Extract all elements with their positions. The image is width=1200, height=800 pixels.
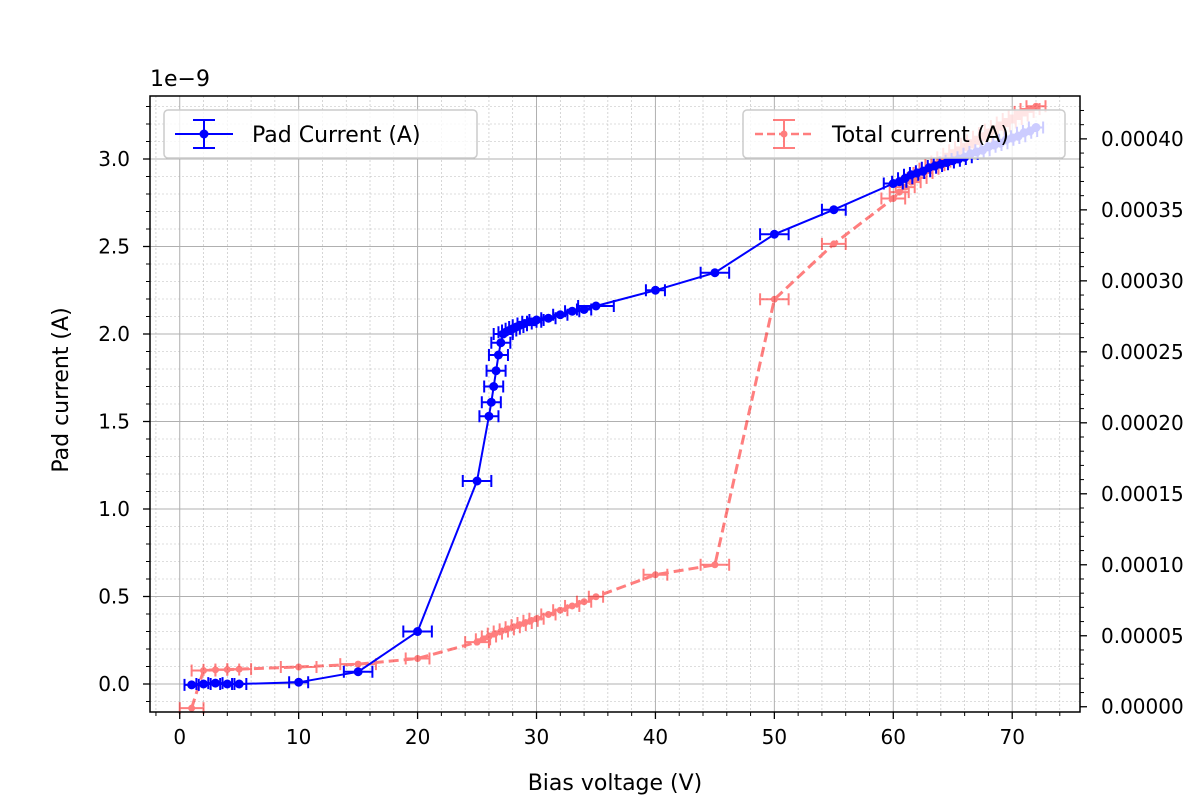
- data-point: [413, 627, 423, 636]
- data-point: [889, 195, 897, 203]
- x-tick-label: 20: [405, 725, 430, 749]
- data-point: [769, 229, 779, 239]
- data-point: [486, 397, 496, 407]
- data-point: [235, 665, 243, 673]
- data-point: [496, 338, 506, 348]
- data-point: [532, 315, 542, 325]
- data-point: [580, 598, 588, 606]
- data-point: [830, 240, 838, 248]
- y2-tick-label: 0.00015: [1101, 482, 1184, 506]
- data-point: [354, 660, 362, 668]
- data-point: [199, 679, 209, 689]
- y-offset-label: 1e−9: [150, 67, 210, 92]
- legend-pad-current-label: Pad Current (A): [252, 123, 421, 148]
- x-tick-label: 60: [881, 725, 906, 749]
- y2-tick-label: 0.00035: [1101, 198, 1184, 222]
- series-pad-current: [183, 121, 1045, 691]
- data-point: [187, 680, 197, 690]
- data-point: [710, 268, 720, 278]
- y-tick-label: 3.0: [98, 147, 130, 171]
- y2-tick-label: 0.00010: [1101, 553, 1184, 577]
- data-point: [295, 663, 303, 671]
- data-point: [533, 615, 541, 623]
- y-tick-label: 2.5: [98, 235, 130, 259]
- x-axis-label: Bias voltage (V): [528, 771, 703, 796]
- data-point: [567, 306, 577, 316]
- legend-total-current: Total current (A): [742, 109, 1066, 159]
- data-point: [188, 704, 196, 712]
- data-point: [650, 285, 660, 295]
- x-tick-label: 50: [762, 725, 787, 749]
- y-tick-label: 0.0: [98, 672, 130, 696]
- data-point: [579, 305, 589, 314]
- x-tick-label: 10: [286, 725, 311, 749]
- minor-grid: [150, 96, 1080, 712]
- data-point: [568, 602, 576, 610]
- data-point: [591, 301, 601, 311]
- legend-total-current-marker: [755, 119, 813, 149]
- y2-tick-label: 0.00030: [1101, 269, 1184, 293]
- data-point: [544, 610, 552, 618]
- y-tick-label: 1.5: [98, 410, 130, 434]
- data-point: [472, 476, 482, 486]
- y2-tick-label: 0.00020: [1101, 411, 1184, 435]
- data-point: [556, 606, 564, 614]
- data-point: [210, 678, 220, 688]
- data-point: [491, 366, 501, 376]
- plot-frame: [149, 95, 1081, 713]
- y-tick-label: 0.5: [98, 585, 130, 609]
- data-point: [592, 593, 600, 601]
- data-point: [555, 310, 565, 320]
- y2-tick-label: 0.00040: [1101, 127, 1184, 151]
- series-line: [191, 126, 1037, 686]
- data-point: [294, 677, 304, 687]
- data-point: [234, 679, 244, 689]
- y2-tick-label: 0.00000: [1101, 695, 1184, 719]
- data-point: [543, 313, 553, 323]
- data-point: [353, 667, 363, 677]
- data-point: [1032, 102, 1040, 110]
- legend-total-current-label: Total current (A): [831, 123, 1009, 148]
- data-point: [895, 188, 903, 196]
- major-grid: [150, 96, 1080, 712]
- data-point: [770, 295, 778, 303]
- data-point: [711, 561, 719, 569]
- y-axis-label: Pad current (A): [49, 307, 74, 472]
- data-point: [493, 350, 503, 360]
- y2-tick-label: 0.00005: [1101, 624, 1184, 648]
- data-point: [414, 654, 422, 662]
- data-point: [484, 411, 494, 421]
- series-layer: [178, 100, 1047, 715]
- y2-tick-label: 0.00025: [1101, 340, 1184, 364]
- x-tick-label: 40: [643, 725, 668, 749]
- series-total-current: [178, 100, 1047, 715]
- y-tick-label: 2.0: [98, 322, 130, 346]
- x-tick-label: 70: [999, 725, 1024, 749]
- data-point: [829, 205, 839, 215]
- data-point: [489, 382, 499, 391]
- x-tick-label: 0: [173, 725, 186, 749]
- legend-pad-current: Pad Current (A): [163, 109, 478, 159]
- x-tick-label: 30: [524, 725, 549, 749]
- data-point: [222, 679, 232, 689]
- ticks-layer: 0 10 20 30 40 50 60 70 0.0 0.5 1.0 1.5 2.0 2.5 3.0 0.00…: [98, 106, 1184, 749]
- legend-pad-current-marker: [175, 119, 233, 149]
- y-tick-label: 1.0: [98, 497, 130, 521]
- data-point: [651, 571, 659, 579]
